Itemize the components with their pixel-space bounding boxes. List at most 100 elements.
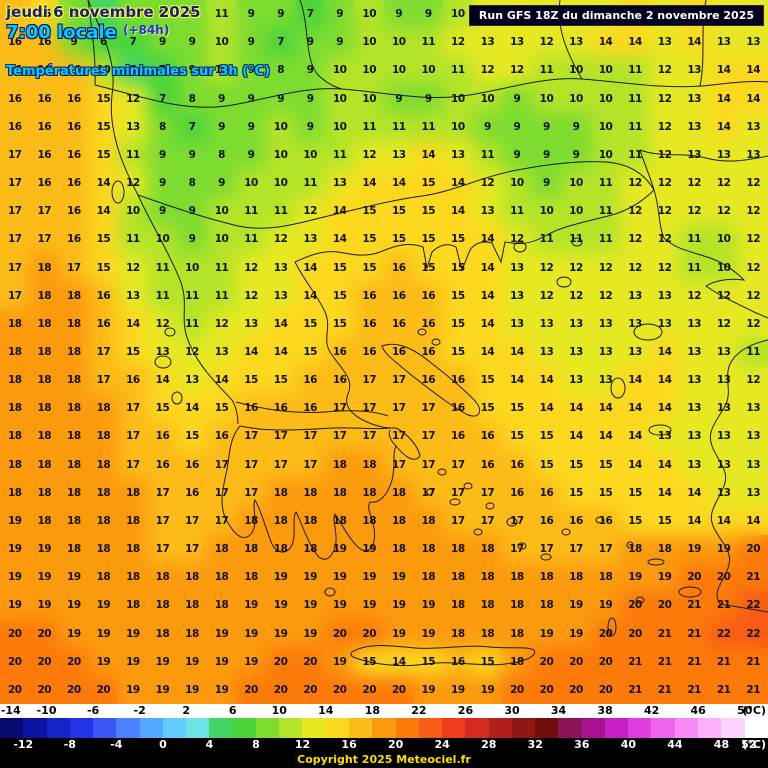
temp-color-cell [295,56,325,85]
temp-value: 18 [510,599,524,612]
temp-value: 18 [96,402,111,415]
temp-color-cell [738,422,768,451]
temp-color-cell [502,422,532,451]
temp-value: 16 [391,261,406,274]
temp-color-cell [118,28,148,57]
temp-color-cell [324,112,355,141]
temp-color-cell [679,309,709,338]
temp-value: 11 [214,261,229,274]
scale-swatch [162,718,187,738]
temp-value: 20 [7,683,22,696]
temp-color-cell [265,0,296,29]
temp-value: 18 [7,458,22,471]
scale-label: -12 [13,738,34,751]
temp-value: 18 [37,374,52,387]
temp-color-cell [649,309,680,338]
temp-color-cell [118,535,148,564]
temp-value: 18 [451,543,465,556]
temp-value: 14 [657,345,672,358]
temp-color-cell [206,140,237,169]
temp-color-cell [590,535,621,564]
temp-value: 18 [67,458,81,471]
temp-color-cell [147,563,178,592]
temp-color-cell [679,563,709,592]
temp-color-cell [590,675,621,704]
temp-color-cell [206,253,237,282]
temp-color-cell [531,422,562,451]
temp-color-cell [265,112,296,141]
temp-color-cell [443,253,473,282]
temp-color-cell [649,281,680,310]
scale-labels-top: (°C) -14 -10 -6 -2 2 6 10 14 18 22 26 30 34 38 42 46 50 [0,704,768,718]
temp-value: 17 [480,486,495,499]
temp-color-cell [354,366,384,395]
temp-value: 15 [185,430,199,443]
scale-label: 44 [667,738,683,751]
temp-color-cell [177,112,207,141]
temp-value: 13 [657,317,672,330]
temp-value: 19 [67,599,81,612]
temp-color-cell [443,309,473,338]
temp-value: 16 [303,374,317,387]
temp-value: 17 [155,514,170,527]
temp-value: 7 [188,120,196,133]
temp-color-cell [118,394,148,423]
temp-color-cell [472,309,503,338]
temp-value: 19 [539,627,554,640]
temp-color-cell [147,535,178,564]
temp-value: 13 [539,317,554,330]
temp-value: 12 [716,205,731,218]
temp-value: 19 [126,627,140,640]
temp-value: 19 [7,599,22,612]
temp-value: 13 [687,92,701,105]
temp-color-cell [88,337,119,367]
temp-value: 12 [657,177,672,190]
temp-color-cell [738,591,768,620]
temp-color-cell [561,450,591,479]
temp-color-cell [354,619,384,648]
temp-value: 18 [155,571,170,584]
temp-color-cell [738,253,768,282]
temp-value: 15 [303,345,317,358]
temp-color-cell [59,56,89,85]
temp-color-cell [413,647,444,676]
temperature-grid: 16 15 8 5 8 9 9 11 9 9 7 9 10 9 9 10 12 13 13 12 13 14 13 14 13 1… [7,8,761,696]
temp-color-cell [147,140,178,169]
temp-value: 13 [214,345,229,358]
temp-color-cell [177,563,207,592]
temp-color-cell [59,619,89,648]
temp-value: 20 [332,683,347,696]
temp-value: 14 [539,402,554,415]
temp-color-cell [413,394,444,423]
temp-color-cell [29,0,60,29]
temp-value: 18 [37,430,52,443]
temp-color-cell [384,591,414,620]
temp-color-cell [59,28,89,57]
temp-value: 15 [421,261,436,274]
kefalonia-island [154,355,172,369]
temp-color-cell [206,281,237,310]
temp-value: 12 [185,345,199,358]
temp-value: 20 [539,655,554,668]
temp-value: 19 [569,599,583,612]
temp-color-cell [443,366,473,395]
temp-color-cell [531,197,562,226]
temp-color-cell [29,337,60,367]
temp-color-cell [649,253,680,282]
temp-value: 9 [70,36,78,49]
temp-color-cell [59,506,89,536]
temp-color-cell [649,619,680,648]
temp-color-cell [531,253,562,282]
temp-value: 19 [244,627,258,640]
temp-value: 11 [687,233,701,246]
temp-value: 13 [480,205,495,218]
temp-value: 19 [421,683,436,696]
temp-color-cell [531,478,562,507]
temp-value: 17 [126,430,140,443]
temp-color-cell [265,337,296,367]
temp-color-cell [443,225,473,254]
temp-color-cell [354,450,384,479]
temp-color-cell [708,84,739,113]
temp-color-cell [679,337,709,367]
temp-color-cell [88,591,119,620]
